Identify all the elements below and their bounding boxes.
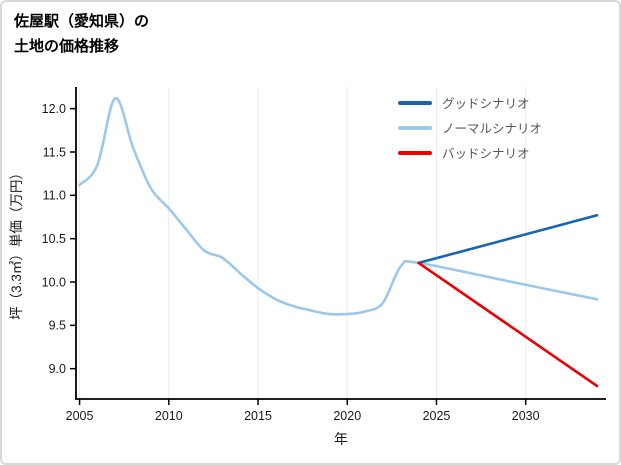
legend-item-normal-scenario: ノーマルシナリオ: [398, 119, 542, 136]
svg-text:10.0: 10.0: [42, 275, 66, 289]
svg-text:年: 年: [334, 431, 348, 447]
svg-text:10.5: 10.5: [42, 232, 66, 246]
svg-text:2010: 2010: [155, 409, 183, 423]
legend-label: バッドシナリオ: [442, 147, 530, 161]
title-line-1: 佐屋駅（愛知県）の: [14, 13, 150, 30]
svg-text:9.5: 9.5: [49, 319, 66, 333]
svg-text:2020: 2020: [333, 409, 361, 423]
chart-legend: グッドシナリオ ノーマルシナリオ バッドシナリオ: [398, 94, 542, 169]
good-scenario-line-icon: [398, 100, 432, 105]
svg-text:12.0: 12.0: [42, 102, 66, 116]
svg-text:11.5: 11.5: [43, 145, 66, 159]
svg-text:2025: 2025: [423, 409, 451, 423]
svg-text:2015: 2015: [244, 409, 272, 423]
svg-text:11.0: 11.0: [43, 189, 66, 203]
legend-label: グッドシナリオ: [442, 97, 530, 111]
svg-text:坪（3.3㎡）単価（万円）: 坪（3.3㎡）単価（万円）: [9, 166, 24, 320]
title-line-2: 土地の価格推移: [14, 37, 120, 55]
svg-text:2005: 2005: [66, 409, 94, 423]
svg-text:2030: 2030: [512, 409, 540, 423]
svg-text:9.0: 9.0: [49, 362, 66, 376]
page-title: 佐屋駅（愛知県）の 土地の価格推移: [14, 10, 149, 60]
legend-label: ノーマルシナリオ: [442, 122, 543, 136]
legend-item-bad-scenario: バッドシナリオ: [398, 144, 542, 161]
bad-scenario-line-icon: [398, 150, 432, 155]
legend-item-good-scenario: グッドシナリオ: [398, 94, 542, 111]
normal-scenario-line-icon: [398, 125, 432, 130]
